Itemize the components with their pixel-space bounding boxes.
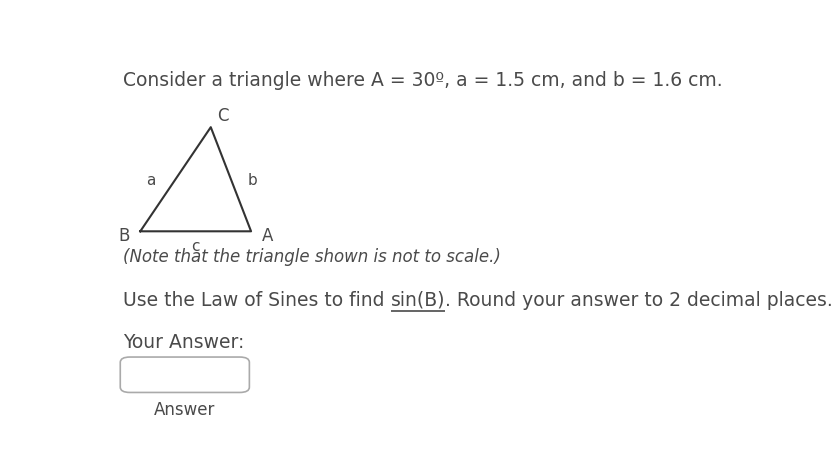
- Text: B: B: [118, 226, 130, 244]
- Text: b: b: [247, 173, 257, 187]
- Text: a: a: [147, 173, 156, 187]
- Text: (Note that the triangle shown is not to scale.): (Note that the triangle shown is not to …: [123, 248, 501, 266]
- Text: . Round your answer to 2 decimal places.: . Round your answer to 2 decimal places.: [446, 290, 833, 309]
- FancyBboxPatch shape: [120, 357, 249, 392]
- Text: A: A: [262, 226, 273, 244]
- Text: c: c: [192, 238, 200, 253]
- Text: sin(B): sin(B): [391, 290, 446, 309]
- Text: C: C: [217, 106, 228, 124]
- Text: Use the Law of Sines to find: Use the Law of Sines to find: [123, 290, 391, 309]
- Text: Answer: Answer: [154, 400, 216, 418]
- Text: Consider a triangle where A = 30º, a = 1.5 cm, and b = 1.6 cm.: Consider a triangle where A = 30º, a = 1…: [123, 71, 723, 90]
- Text: Your Answer:: Your Answer:: [123, 332, 245, 352]
